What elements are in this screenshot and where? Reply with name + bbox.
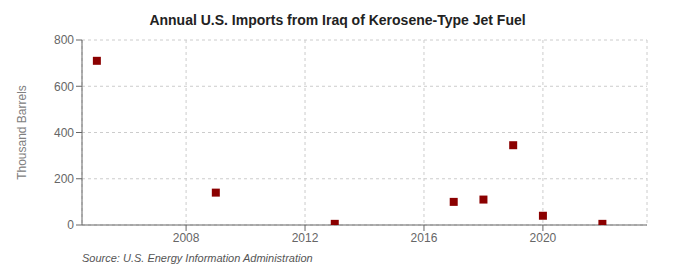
svg-text:2020: 2020	[530, 231, 557, 245]
svg-text:400: 400	[54, 126, 74, 140]
svg-text:200: 200	[54, 172, 74, 186]
svg-text:2012: 2012	[292, 231, 319, 245]
html-text:Annual U.S. Imports from Iraq: Annual U.S. Imports from Iraq of Kerosen…	[149, 12, 526, 28]
svg-text:0: 0	[67, 218, 74, 232]
html-text:Source: U.S. Energy Informatio: Source: U.S. Energy Information Administ…	[82, 252, 313, 264]
svg-text:2016: 2016	[411, 231, 438, 245]
svg-text:600: 600	[54, 80, 74, 94]
svg-text:800: 800	[54, 33, 74, 47]
svg-text:2008: 2008	[173, 231, 200, 245]
svg-text:Thousand Barrels: Thousand Barrels	[15, 85, 29, 180]
